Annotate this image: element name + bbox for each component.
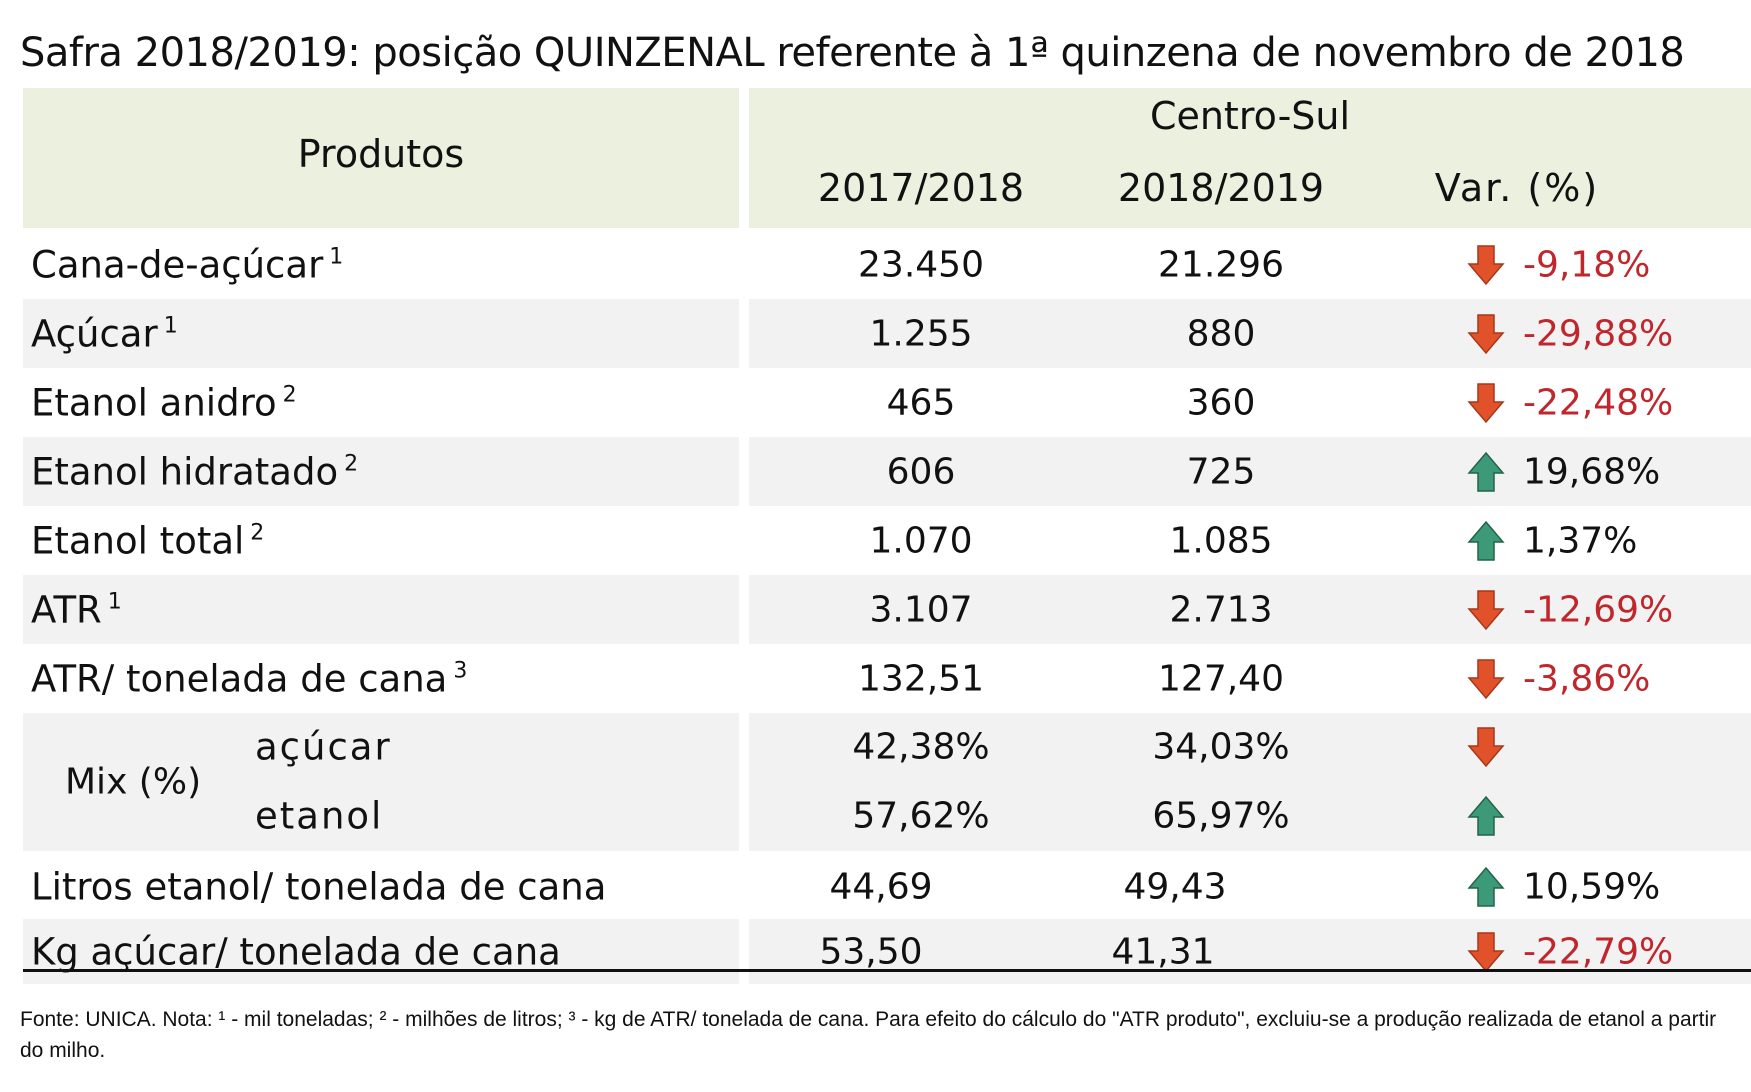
value-2018-2019: 725 — [1186, 451, 1256, 492]
source-note: Fonte: UNICA. Nota: ¹ - mil toneladas; ²… — [20, 1008, 1717, 1062]
row-label: Etanol total 2 — [31, 519, 265, 562]
header-col-var: Var. (%) — [1434, 166, 1600, 210]
variation: 10,59% — [1523, 866, 1661, 907]
mix-etanol-2017-2018: 57,62% — [852, 795, 990, 837]
arrow-down-icon — [1467, 589, 1505, 630]
mix-acucar-label: açúcar — [255, 725, 392, 769]
table-bottom-rule — [23, 969, 1751, 972]
header-col-2017-2018: 2017/2018 — [817, 166, 1025, 210]
value-2017-2018: 606 — [886, 451, 956, 492]
row-label: Kg açúcar/ tonelada de cana — [31, 930, 561, 973]
value-2018-2019: 2.713 — [1169, 589, 1273, 630]
mix-acucar-2017-2018: 42,38% — [852, 726, 990, 768]
arrow-up-icon — [1467, 795, 1505, 836]
table-row: Etanol anidro 2 465 360 -22,48% — [23, 368, 1751, 437]
row-label: Litros etanol/ tonelada de cana — [31, 865, 607, 908]
value-2018-2019: 127,40 — [1158, 658, 1284, 699]
arrow-down-icon — [1467, 313, 1505, 354]
row-label: Etanol anidro 2 — [31, 381, 297, 424]
table-row: Litros etanol/ tonelada de cana 44,69 49… — [23, 852, 1751, 921]
mix-etanol-2018-2019: 65,97% — [1152, 795, 1290, 837]
header-produtos: Produtos — [297, 132, 465, 176]
table-row: Etanol total 2 1.070 1.085 1,37% — [23, 506, 1751, 575]
variation: -29,88% — [1523, 313, 1674, 354]
mix-acucar-2018-2019: 34,03% — [1152, 726, 1290, 768]
value-2017-2018: 465 — [886, 382, 956, 423]
table-row: Cana-de-açúcar 1 23.450 21.296 -9,18% — [23, 230, 1751, 299]
arrow-down-icon — [1467, 244, 1505, 285]
value-2018-2019: 41,31 — [1111, 931, 1215, 972]
page-title: Safra 2018/2019: posição QUINZENAL refer… — [20, 30, 1685, 76]
arrow-up-icon — [1467, 866, 1505, 907]
table-row: Etanol hidratado 2 606 725 19,68% — [23, 437, 1751, 506]
value-2017-2018: 132,51 — [858, 658, 984, 699]
row-label: ATR 1 — [31, 588, 122, 631]
value-2018-2019: 1.085 — [1169, 520, 1273, 561]
table-row: Kg açúcar/ tonelada de cana 53,50 41,31 … — [23, 919, 1751, 984]
value-2017-2018: 53,50 — [819, 931, 923, 972]
arrow-down-icon — [1467, 931, 1505, 972]
variation: 19,68% — [1523, 451, 1661, 492]
arrow-down-icon — [1467, 727, 1505, 768]
row-label: ATR/ tonelada de cana 3 — [31, 657, 468, 700]
value-2018-2019: 49,43 — [1123, 866, 1227, 907]
table-row: ATR 1 3.107 2.713 -12,69% — [23, 575, 1751, 644]
table-row: ATR/ tonelada de cana 3 132,51 127,40 -3,… — [23, 644, 1751, 713]
mix-row: Mix (%) açúcar etanol 42,38% 34,03% 57,6… — [23, 713, 1751, 851]
value-2017-2018: 23.450 — [858, 244, 984, 285]
value-2017-2018: 1.070 — [869, 520, 973, 561]
header-region: Centro-Sul — [1149, 94, 1351, 138]
arrow-down-icon — [1467, 658, 1505, 699]
variation: -12,69% — [1523, 589, 1674, 630]
value-2018-2019: 880 — [1186, 313, 1256, 354]
row-label: Cana-de-açúcar 1 — [31, 243, 344, 286]
mix-etanol-label: etanol — [255, 794, 384, 838]
variation: -22,79% — [1523, 931, 1674, 972]
mix-label: Mix (%) — [65, 761, 202, 803]
arrow-down-icon — [1467, 382, 1505, 423]
value-2017-2018: 1.255 — [869, 313, 973, 354]
header-col-2018-2019: 2018/2019 — [1117, 166, 1325, 210]
value-2017-2018: 3.107 — [869, 589, 973, 630]
row-label: Açúcar 1 — [31, 312, 178, 355]
variation: 1,37% — [1523, 520, 1638, 561]
variation: -3,86% — [1523, 658, 1651, 699]
value-2017-2018: 44,69 — [829, 866, 933, 907]
value-2018-2019: 21.296 — [1158, 244, 1284, 285]
arrow-up-icon — [1467, 520, 1505, 561]
variation: -9,18% — [1523, 244, 1651, 285]
variation: -22,48% — [1523, 382, 1674, 423]
table-row: Açúcar 1 1.255 880 -29,88% — [23, 299, 1751, 368]
table-header: Produtos Centro-Sul 2017/2018 2018/2019 … — [23, 88, 1751, 228]
row-label: Etanol hidratado 2 — [31, 450, 359, 493]
value-2018-2019: 360 — [1186, 382, 1256, 423]
arrow-up-icon — [1467, 451, 1505, 492]
